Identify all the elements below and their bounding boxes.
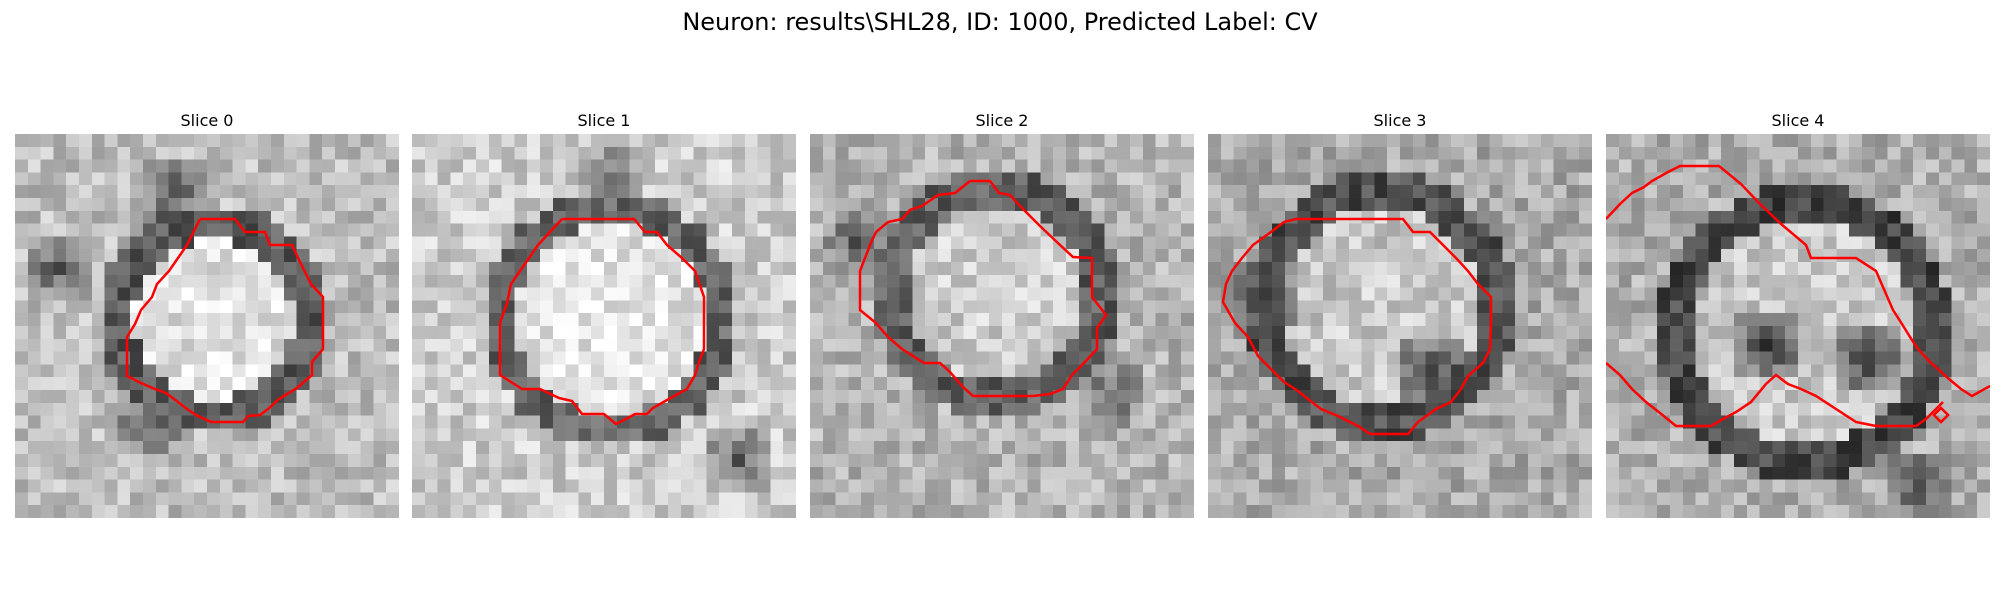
contour-overlay xyxy=(125,217,325,424)
slice-panel-1: Slice 1 xyxy=(412,108,796,518)
segmentation-contour xyxy=(1606,164,1990,398)
slice-image xyxy=(412,134,796,518)
slice-title: Slice 3 xyxy=(1373,111,1427,130)
segmentation-contour xyxy=(1221,217,1493,436)
slice-title: Slice 1 xyxy=(577,111,631,130)
slice-image xyxy=(1208,134,1592,518)
slice-image xyxy=(15,134,399,518)
slice-title: Slice 2 xyxy=(975,111,1029,130)
segmentation-contour xyxy=(498,217,706,426)
segmentation-contour xyxy=(858,179,1108,398)
grayscale-image xyxy=(810,134,1194,518)
slice-panel-4: Slice 4 xyxy=(1606,108,1990,518)
grayscale-image xyxy=(15,134,399,518)
slice-panel-3: Slice 3 xyxy=(1208,108,1592,518)
contour-overlay xyxy=(1221,217,1493,436)
slice-panel-2: Slice 2 xyxy=(810,108,1194,518)
segmentation-contour-lower xyxy=(1606,362,1944,428)
slice-image xyxy=(1606,134,1990,518)
contour-marker xyxy=(1932,406,1950,424)
slice-panel-0: Slice 0 xyxy=(15,108,399,518)
contour-overlay xyxy=(858,179,1108,398)
grayscale-image xyxy=(412,134,796,518)
grayscale-image xyxy=(1606,134,1990,518)
figure-title: Neuron: results\SHL28, ID: 1000, Predict… xyxy=(682,8,1318,36)
contour-overlay xyxy=(1606,164,1990,428)
slice-title: Slice 4 xyxy=(1771,111,1825,130)
slice-title: Slice 0 xyxy=(180,111,234,130)
contour-overlay xyxy=(498,217,706,426)
grayscale-image xyxy=(1208,134,1592,518)
segmentation-contour xyxy=(125,217,325,424)
slice-image xyxy=(810,134,1194,518)
